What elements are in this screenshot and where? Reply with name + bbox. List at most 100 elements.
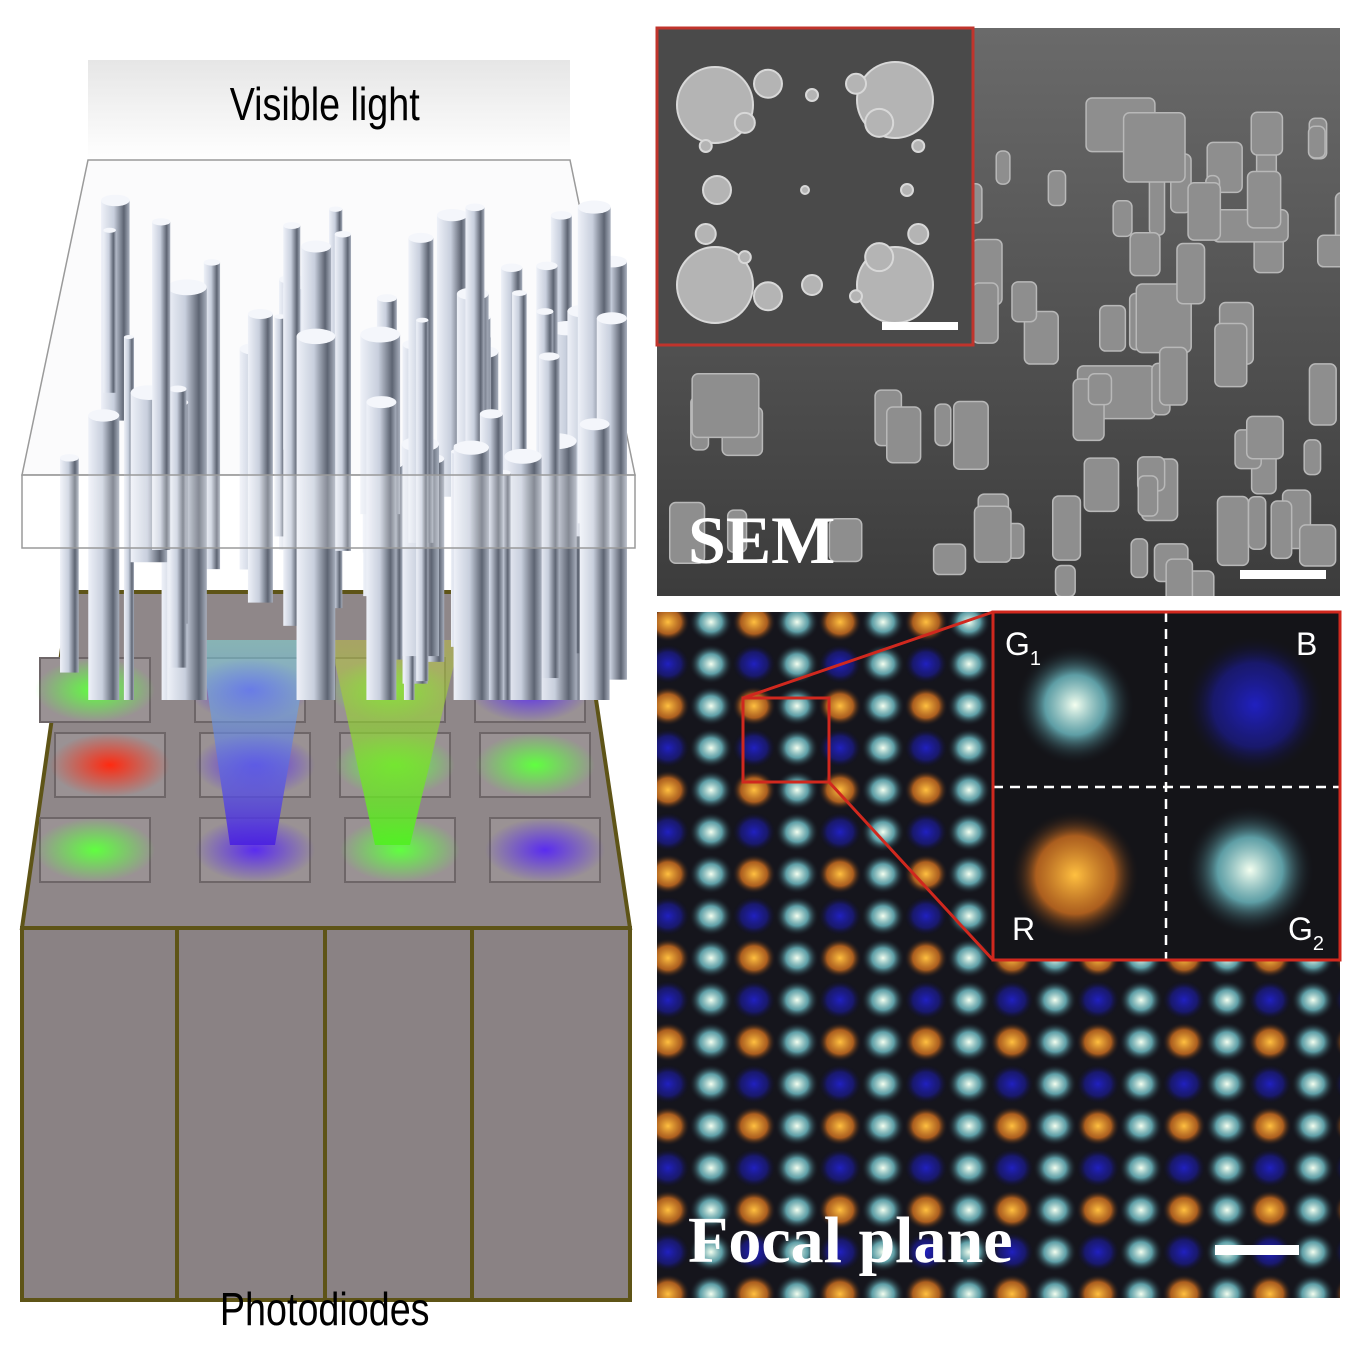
pillar-top [538, 352, 560, 361]
sem-dot [698, 138, 713, 153]
focal-spot [689, 1148, 733, 1188]
focal-spot [947, 1022, 991, 1062]
focal-spot [1162, 1064, 1206, 1104]
focal-spot [1291, 980, 1335, 1020]
focal-spot [861, 1232, 905, 1272]
pillar-top [283, 222, 301, 229]
focal-spot [775, 1232, 819, 1272]
focal-spot [947, 854, 991, 894]
focal-spot [1162, 1022, 1206, 1062]
sem-dot [911, 138, 926, 153]
focal-spot [1291, 1022, 1335, 1062]
focal-spot [1033, 1106, 1077, 1146]
pillar-top [123, 334, 135, 340]
sem-pillar [1158, 346, 1188, 406]
focal-spot [1334, 986, 1340, 1014]
focal-spot [1291, 1106, 1335, 1146]
cell-light [485, 818, 605, 882]
sem-pillar [1303, 439, 1322, 476]
focal-spot [818, 980, 862, 1020]
pillar-top [103, 227, 116, 233]
sem-pillar [1245, 415, 1284, 460]
focal-spot [1076, 1232, 1120, 1272]
focal-spot [657, 770, 690, 810]
sem-pillar [1130, 538, 1149, 579]
focal-spot [1162, 1190, 1206, 1230]
sem-pillar [1137, 475, 1159, 517]
focal-spot [861, 812, 905, 852]
pillar-top [329, 206, 343, 212]
sem-pillar [726, 509, 748, 554]
focal-spot [775, 612, 819, 642]
pillar [247, 313, 273, 603]
focal-spot [689, 1274, 733, 1298]
focal-spot [732, 612, 776, 642]
focal-spot [689, 612, 733, 642]
focal-spot [1248, 1190, 1292, 1230]
focal-spot [657, 728, 690, 768]
focal-spot [1205, 1190, 1249, 1230]
pillar-top [536, 308, 554, 315]
focal-spot [861, 896, 905, 936]
focal-spot [657, 1190, 690, 1230]
quadrant-letter: G [1005, 626, 1030, 662]
sem-dot [864, 107, 895, 138]
focal-spot [732, 770, 776, 810]
sem-pillar [1054, 564, 1076, 596]
zoom-line [827, 780, 995, 962]
slab-front [21, 474, 636, 549]
focal-spot [861, 728, 905, 768]
sem-pillar [1250, 111, 1284, 156]
focal-spot [904, 1232, 948, 1272]
sem-pillar [1298, 524, 1337, 567]
focal-spot [904, 1148, 948, 1188]
sem-pillar [1308, 363, 1337, 426]
focal-spot [775, 1022, 819, 1062]
focal-spot [732, 896, 776, 936]
focal-spot [1033, 1064, 1077, 1104]
focal-spot [775, 854, 819, 894]
focal-spot [1248, 980, 1292, 1020]
focal-spot [775, 980, 819, 1020]
focal-spot [1205, 1274, 1249, 1298]
pillar-top [247, 308, 273, 319]
focal-spot [775, 812, 819, 852]
sem-dot [900, 183, 914, 197]
quadrant-label: R [1012, 911, 1035, 947]
focal-spot [657, 938, 690, 978]
zoom-box [741, 696, 831, 784]
pillar-top [60, 454, 79, 462]
sem-pillar [886, 406, 922, 464]
focal-spot [904, 854, 948, 894]
focal-spot [818, 1232, 862, 1272]
focal-spot [1162, 1274, 1206, 1298]
sem-pillar [1214, 322, 1248, 388]
sem-pillar [995, 150, 1011, 185]
focal-spot [732, 1190, 776, 1230]
sem-pillar [1316, 234, 1340, 268]
focal-spot [689, 1064, 733, 1104]
focal-spot [775, 770, 819, 810]
pillar [203, 262, 221, 570]
sem-dot [801, 274, 823, 296]
focal-spot [904, 938, 948, 978]
focal-spot [818, 1064, 862, 1104]
focal-spot [947, 1274, 991, 1298]
focal-spot [689, 770, 733, 810]
focal-spot [990, 1232, 1034, 1272]
focal-spot [947, 1190, 991, 1230]
focal-spot [689, 1106, 733, 1146]
sem-pillar [1122, 111, 1186, 183]
focal-spot [1076, 980, 1120, 1020]
focal-spot [775, 644, 819, 684]
focal-spot [1076, 1274, 1120, 1298]
focal-spot [990, 1064, 1034, 1104]
sem-dot [845, 72, 868, 95]
focal-spot [1291, 1274, 1335, 1298]
sem-dot [676, 246, 754, 324]
focal-spot [689, 1022, 733, 1062]
sem-pillar [1247, 495, 1267, 550]
focal-spot [1248, 1064, 1292, 1104]
focal-spot [689, 644, 733, 684]
